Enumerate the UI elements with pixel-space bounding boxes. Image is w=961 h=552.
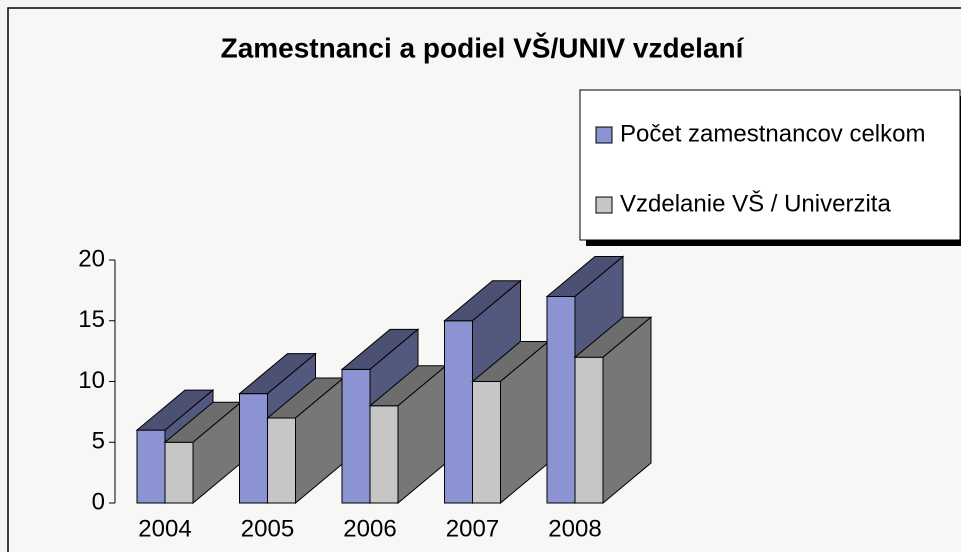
bar <box>239 393 268 504</box>
bar <box>574 356 604 504</box>
x-tick-label: 2004 <box>138 515 191 542</box>
x-tick-label: 2005 <box>241 515 294 542</box>
y-tick-label: 5 <box>92 428 105 455</box>
legend-swatch <box>595 126 613 144</box>
legend-label: Počet zamestnancov celkom <box>620 120 925 147</box>
legend-swatch <box>595 196 613 214</box>
x-tick-label: 2008 <box>548 515 601 542</box>
bar <box>472 381 501 504</box>
legend-label: Vzdelanie VŠ / Univerzita <box>620 189 891 217</box>
bar <box>369 405 399 504</box>
bar <box>164 441 194 504</box>
x-tick-label: 2006 <box>343 515 396 542</box>
y-tick-label: 10 <box>78 367 105 394</box>
y-tick-label: 20 <box>78 245 105 272</box>
bar <box>444 320 473 504</box>
legend <box>579 89 961 241</box>
bar-side <box>602 316 652 505</box>
bar <box>341 368 371 504</box>
bar <box>546 295 576 504</box>
chart-title: Zamestnanci a podiel VŠ/UNIV vzdelaní <box>221 31 745 63</box>
y-tick-label: 0 <box>92 488 105 515</box>
bar <box>136 429 166 504</box>
x-tick-label: 2007 <box>446 515 499 542</box>
bar <box>267 417 296 504</box>
y-tick-label: 15 <box>78 306 105 333</box>
